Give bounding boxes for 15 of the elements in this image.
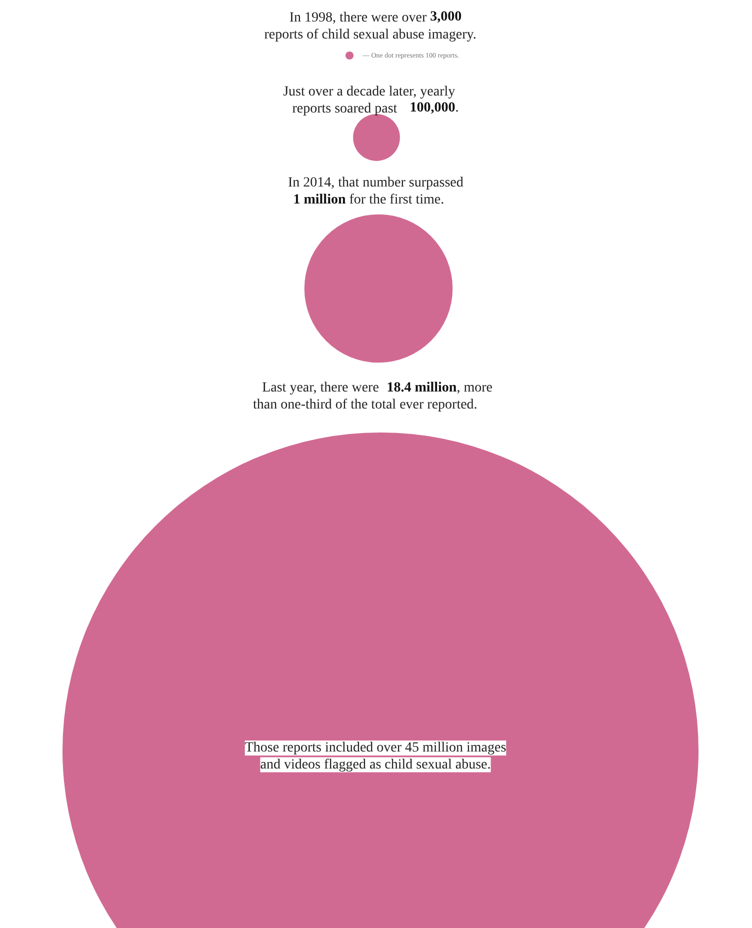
- text: In 2014, that number surpassed: [288, 176, 464, 190]
- text: .: [455, 100, 459, 116]
- text: In 1998, there were over: [289, 10, 427, 26]
- data-label: 18.4 million: [386, 380, 457, 396]
- text: reports soared past: [292, 102, 398, 116]
- data-label: 100,000: [410, 100, 456, 116]
- text: than one-third of the total ever reported.: [253, 398, 478, 412]
- text: Last year, there were: [262, 380, 379, 396]
- text: , more: [456, 380, 492, 396]
- text: reports of child sexual abuse imagery.: [264, 28, 476, 42]
- text: Those reports included over 45 million images and videos flagged as child sexual abuse.: [244, 740, 506, 772]
- data-label: 3,000: [430, 10, 462, 24]
- data-label: 1 million: [293, 192, 346, 208]
- text: for the first time.: [349, 192, 444, 208]
- text: Just over a decade later, yearly: [283, 84, 456, 100]
